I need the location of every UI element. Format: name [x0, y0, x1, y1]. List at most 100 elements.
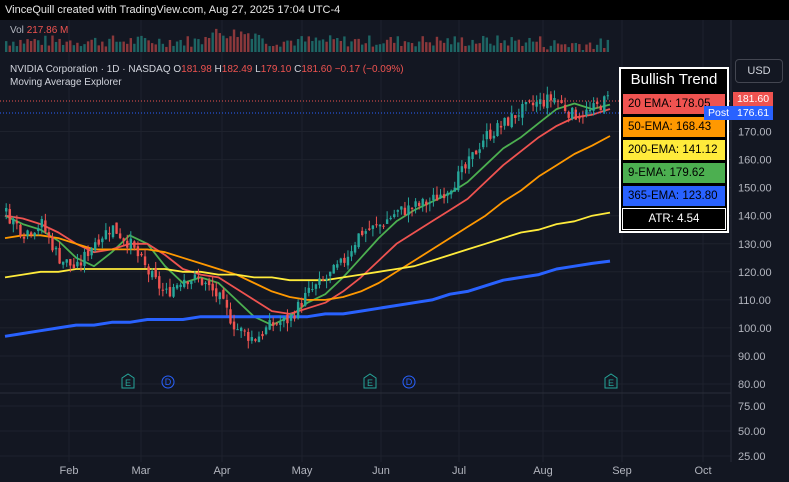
volume-bar — [175, 41, 179, 52]
candle-body — [517, 115, 521, 117]
candle-body — [207, 280, 211, 286]
volume-bar — [232, 29, 236, 52]
ema-line — [4, 108, 611, 315]
candle-body — [200, 278, 204, 285]
volume-bar — [126, 43, 129, 52]
y-tick-label: 140.00 — [738, 211, 772, 223]
candle-body — [492, 135, 496, 139]
volume-bar — [524, 42, 528, 52]
volume-bar — [150, 43, 154, 52]
trend-row: 9-EMA: 179.62 — [622, 162, 726, 184]
post-market-label: Post — [704, 106, 734, 120]
symbol-legend[interactable]: NVIDIA Corporation · 1D · NASDAQ O181.98… — [10, 64, 404, 75]
candle-body — [257, 336, 261, 343]
candle-body — [549, 94, 553, 101]
volume-bar — [471, 39, 474, 52]
candle-body — [54, 247, 58, 250]
volume-bar — [496, 35, 499, 52]
volume-bar — [375, 44, 378, 52]
candle-body — [247, 331, 250, 341]
volume-bar — [264, 43, 268, 52]
candle-body — [453, 187, 456, 192]
indicator-name[interactable]: Moving Average Explorer — [10, 77, 122, 88]
volume-bar — [275, 44, 278, 52]
volume-bar — [129, 38, 132, 52]
candle-body — [432, 194, 435, 201]
candle-body — [33, 232, 36, 236]
earnings-marker: E — [125, 378, 131, 388]
volume-bar — [26, 39, 29, 52]
volume-title: Vol — [10, 25, 24, 36]
candle-body — [76, 261, 79, 267]
currency-button[interactable]: USD — [735, 59, 783, 83]
candle-body — [396, 210, 399, 212]
candle-body — [293, 315, 296, 319]
volume-bar — [492, 45, 496, 52]
volume-bar — [578, 44, 581, 52]
candle-body — [521, 103, 524, 118]
candle-body — [282, 317, 286, 322]
dividend-marker: D — [165, 377, 172, 387]
volume-bar — [417, 41, 421, 52]
volume-bar — [147, 40, 150, 52]
candle-body — [172, 287, 175, 297]
candle-body — [279, 322, 282, 325]
volume-label: Vol 217.86 M — [10, 25, 68, 36]
earnings-icon — [363, 373, 377, 389]
volume-bar — [517, 39, 521, 52]
candle-body — [218, 292, 221, 300]
volume-bar — [304, 41, 307, 52]
volume-bar — [442, 42, 446, 52]
candle-body — [154, 268, 157, 278]
volume-bar — [190, 46, 193, 52]
candle-body — [69, 259, 72, 266]
candle-body — [133, 241, 136, 248]
candle-body — [496, 123, 499, 137]
candle-body — [115, 222, 118, 234]
volume-bar — [200, 44, 204, 52]
trend-row: 200-EMA: 141.12 — [622, 139, 726, 161]
candle-body — [272, 322, 275, 326]
volume-bar — [222, 35, 225, 52]
volume-bar — [154, 44, 157, 52]
volume-bar — [165, 46, 168, 52]
earnings-marker: E — [608, 378, 614, 388]
trend-panel: Bullish Trend 20 EMA: 178.05 50-EMA: 168.… — [619, 67, 729, 233]
volume-bar — [414, 46, 417, 52]
candle-body — [578, 117, 581, 119]
rsi-tick-label: 25.00 — [738, 451, 766, 463]
volume-bar — [261, 38, 264, 52]
volume-bar — [528, 37, 531, 52]
volume-bar — [595, 44, 599, 52]
volume-bar — [86, 41, 90, 52]
volume-bar — [225, 38, 229, 52]
volume-bar — [250, 38, 254, 52]
candle-body — [510, 113, 513, 128]
low-value: 179.10 — [260, 64, 292, 75]
candle-body — [542, 99, 545, 107]
volume-bar — [307, 36, 310, 52]
candle-body — [407, 205, 410, 216]
volume-bar — [158, 38, 161, 52]
trend-row: 20 EMA: 178.05 — [622, 93, 726, 115]
candle-body — [101, 238, 104, 243]
volume-bar — [393, 42, 396, 52]
x-tick-label: Apr — [213, 465, 230, 477]
close-label: C — [294, 64, 302, 75]
symbol-name[interactable]: NVIDIA Corporation · 1D · NASDAQ — [10, 64, 171, 75]
volume-bar — [247, 33, 250, 52]
candle-body — [150, 271, 154, 278]
candle-body — [40, 219, 43, 228]
volume-bar — [343, 36, 346, 52]
candle-body — [183, 279, 186, 287]
trend-title: Bullish Trend — [630, 71, 718, 88]
candle-body — [339, 258, 343, 263]
volume-bar — [510, 37, 513, 52]
candle-body — [61, 261, 65, 265]
candle-body — [606, 95, 610, 97]
candle-body — [83, 251, 86, 266]
volume-bar — [272, 46, 275, 52]
volume-bar — [111, 35, 115, 52]
candle-body — [304, 292, 307, 306]
candle-body — [215, 288, 218, 297]
